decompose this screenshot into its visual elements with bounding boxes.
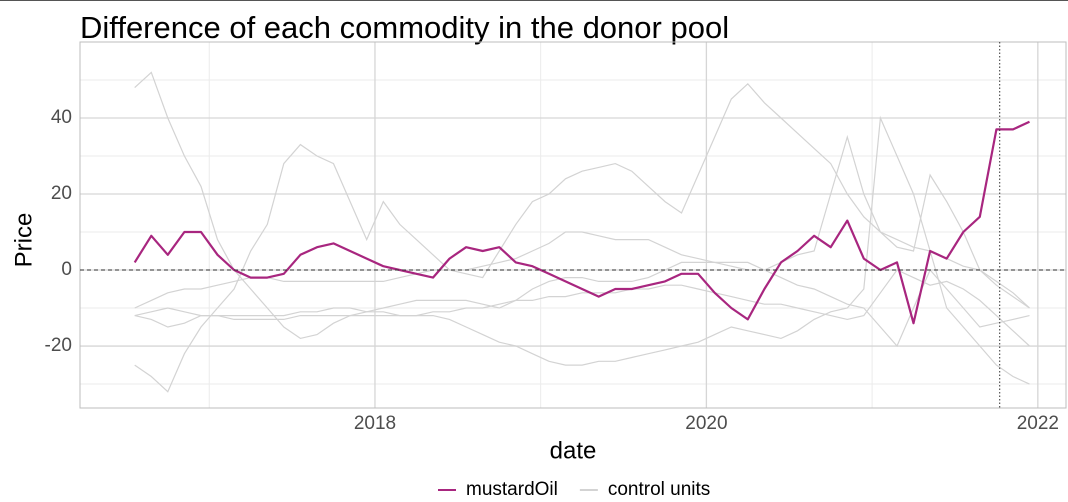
y-tick-label: 0 (61, 259, 72, 280)
chart-title: Difference of each commodity in the dono… (80, 10, 729, 45)
x-tick-label: 2022 (1017, 413, 1059, 434)
y-axis-label: Price (10, 213, 37, 268)
x-tick-label: 2020 (685, 413, 727, 434)
panel-border (79, 41, 1067, 409)
marks (80, 42, 1066, 408)
legend-label: control units (608, 479, 710, 500)
legend: mustardOil control units (438, 479, 710, 500)
x-tick-label: 2018 (354, 413, 396, 434)
legend-label: mustardOil (466, 479, 558, 500)
control-line (134, 71, 1030, 347)
grid: -20 0 20 40 2018 2020 2022 (45, 41, 1067, 434)
y-tick-label: 40 (51, 107, 72, 128)
x-axis-label: date (550, 437, 597, 464)
y-tick-label: 20 (51, 183, 72, 204)
y-tick-label: -20 (45, 335, 72, 356)
control-line (134, 261, 1030, 348)
control-line (134, 134, 1030, 309)
control-line (134, 115, 1030, 385)
